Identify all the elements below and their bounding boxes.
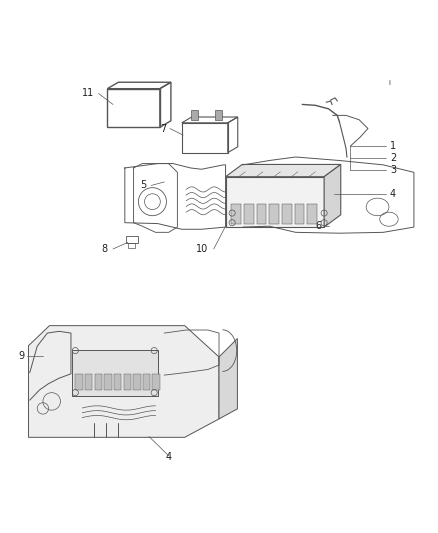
Text: 5: 5: [141, 181, 147, 190]
Bar: [269, 204, 279, 223]
Bar: [295, 204, 304, 223]
Text: 1: 1: [390, 141, 396, 151]
Text: 6: 6: [315, 221, 321, 231]
Text: 2: 2: [390, 153, 396, 163]
Bar: [231, 204, 241, 223]
Bar: [257, 204, 266, 223]
Polygon shape: [226, 177, 324, 227]
Bar: [104, 374, 112, 391]
Bar: [72, 350, 158, 395]
Bar: [128, 243, 135, 248]
Bar: [282, 204, 292, 223]
Bar: [75, 374, 83, 391]
Bar: [307, 204, 317, 223]
Bar: [95, 374, 102, 391]
Bar: [244, 204, 254, 223]
Text: 3: 3: [390, 165, 396, 175]
Text: 4: 4: [390, 189, 396, 199]
Bar: [124, 374, 131, 391]
Bar: [215, 110, 222, 120]
Bar: [152, 374, 160, 391]
Bar: [114, 374, 121, 391]
Text: 10: 10: [196, 244, 208, 254]
Text: 7: 7: [160, 124, 166, 134]
Polygon shape: [28, 326, 219, 437]
Polygon shape: [219, 338, 237, 419]
Bar: [126, 236, 138, 243]
Text: 8: 8: [101, 244, 107, 254]
Bar: [191, 110, 198, 120]
Text: 11: 11: [82, 88, 94, 99]
Text: 9: 9: [18, 351, 24, 361]
Text: i: i: [388, 80, 390, 86]
Text: 4: 4: [166, 452, 172, 462]
Polygon shape: [324, 165, 341, 227]
Bar: [85, 374, 92, 391]
Polygon shape: [226, 165, 341, 177]
Bar: [143, 374, 150, 391]
Bar: [133, 374, 141, 391]
